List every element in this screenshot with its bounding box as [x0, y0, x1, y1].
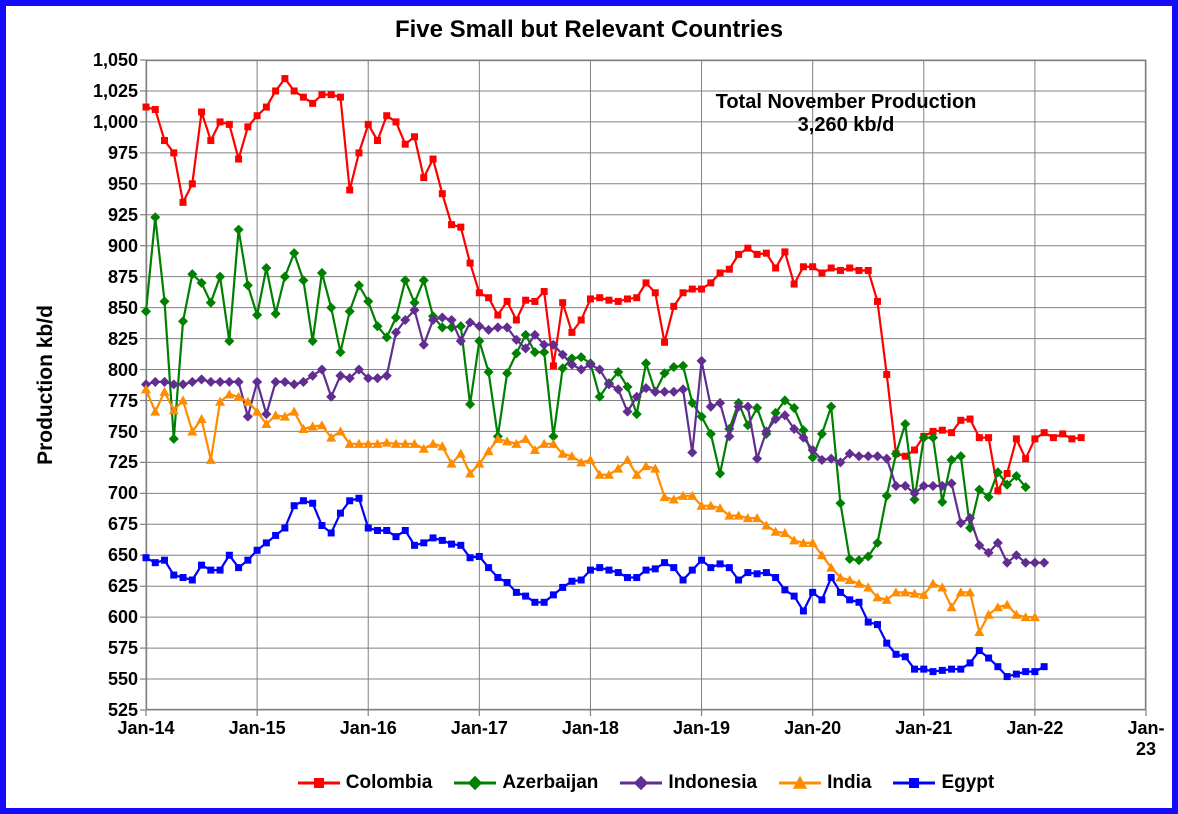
y-tick-label: 975: [78, 143, 138, 164]
y-tick-label: 825: [78, 329, 138, 350]
x-tick-label: Jan-15: [229, 718, 286, 739]
legend-label: Egypt: [941, 772, 994, 794]
x-tick-label: Jan-20: [784, 718, 841, 739]
x-tick-label: Jan-14: [117, 718, 174, 739]
x-tick-label: Jan-19: [673, 718, 730, 739]
legend-label: India: [827, 772, 871, 794]
x-tick-label: Jan-22: [1006, 718, 1063, 739]
legend-label: Azerbaijan: [502, 772, 598, 794]
y-axis-label: Production kb/d: [34, 60, 58, 710]
chart-title: Five Small but Relevant Countries: [6, 16, 1172, 44]
y-tick-label: 675: [78, 514, 138, 535]
legend-swatch-icon: [298, 774, 340, 792]
x-tick-label: Jan-21: [895, 718, 952, 739]
y-tick-label: 1,050: [78, 50, 138, 71]
legend-label: Colombia: [346, 772, 433, 794]
y-tick-label: 875: [78, 267, 138, 288]
y-tick-label: 775: [78, 391, 138, 412]
y-tick-label: 925: [78, 205, 138, 226]
legend-swatch-icon: [454, 774, 496, 792]
y-tick-label: 550: [78, 669, 138, 690]
legend: Colombia Azerbaijan Indonesia India Egypt: [146, 772, 1146, 794]
legend-swatch-icon: [620, 774, 662, 792]
legend-label: Indonesia: [668, 772, 757, 794]
y-tick-label: 1,025: [78, 81, 138, 102]
y-tick-label: 700: [78, 483, 138, 504]
y-tick-label: 1,000: [78, 112, 138, 133]
plot-area: [146, 60, 1146, 710]
legend-item: Indonesia: [620, 772, 757, 794]
x-tick-label: Jan-18: [562, 718, 619, 739]
y-tick-label: 950: [78, 174, 138, 195]
legend-item: Egypt: [893, 772, 994, 794]
annotation-line-1: Total November Production: [686, 91, 1006, 114]
y-tick-label: 600: [78, 607, 138, 628]
x-tick-label: Jan-23: [1127, 718, 1164, 760]
legend-item: Colombia: [298, 772, 433, 794]
chart-frame: Five Small but Relevant Countries Produc…: [0, 0, 1178, 814]
legend-swatch-icon: [779, 774, 821, 792]
y-tick-label: 850: [78, 298, 138, 319]
y-tick-label: 725: [78, 452, 138, 473]
y-tick-label: 750: [78, 422, 138, 443]
x-tick-label: Jan-17: [451, 718, 508, 739]
legend-item: Azerbaijan: [454, 772, 598, 794]
annotation-line-2: 3,260 kb/d: [686, 114, 1006, 137]
x-tick-label: Jan-16: [340, 718, 397, 739]
y-tick-label: 625: [78, 576, 138, 597]
y-tick-label: 800: [78, 360, 138, 381]
legend-item: India: [779, 772, 871, 794]
y-tick-label: 575: [78, 638, 138, 659]
plot-svg: [146, 60, 1146, 710]
y-tick-label: 650: [78, 545, 138, 566]
annotation-total: Total November Production 3,260 kb/d: [686, 91, 1006, 137]
y-tick-label: 900: [78, 236, 138, 257]
legend-swatch-icon: [893, 774, 935, 792]
